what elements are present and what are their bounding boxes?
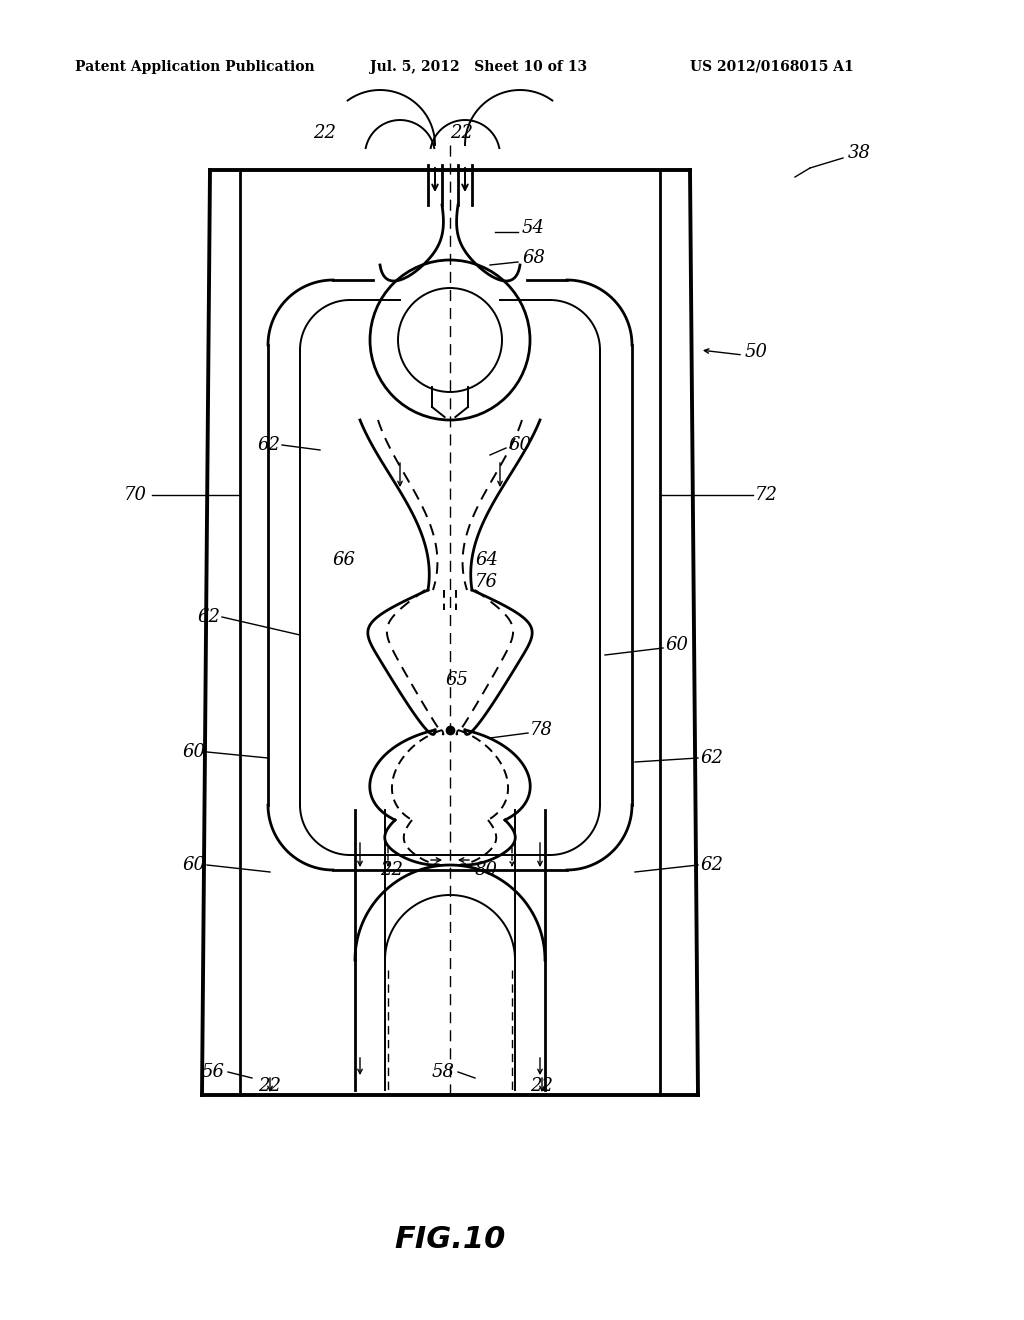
Text: 62: 62	[197, 609, 220, 626]
Text: Jul. 5, 2012   Sheet 10 of 13: Jul. 5, 2012 Sheet 10 of 13	[370, 59, 587, 74]
Text: 62: 62	[700, 855, 723, 874]
Text: 58: 58	[432, 1063, 455, 1081]
Text: 62: 62	[700, 748, 723, 767]
Text: Patent Application Publication: Patent Application Publication	[75, 59, 314, 74]
Text: 65: 65	[445, 671, 468, 689]
Text: 22: 22	[451, 124, 473, 143]
Text: 38: 38	[848, 144, 871, 162]
Text: FIG.10: FIG.10	[394, 1225, 506, 1254]
Text: 22: 22	[530, 1077, 554, 1096]
Text: 22: 22	[258, 1077, 282, 1096]
Text: 22: 22	[381, 861, 403, 879]
Text: 60: 60	[508, 436, 531, 454]
Text: 54: 54	[522, 219, 545, 238]
Text: 72: 72	[755, 486, 778, 504]
Text: 22: 22	[313, 124, 337, 143]
Text: 68: 68	[522, 249, 545, 267]
Text: 60: 60	[182, 855, 205, 874]
Text: 70: 70	[124, 486, 147, 504]
Text: 62: 62	[257, 436, 280, 454]
Text: 56: 56	[202, 1063, 225, 1081]
Text: 76: 76	[475, 573, 498, 591]
Text: 78: 78	[530, 721, 553, 739]
Text: 64: 64	[475, 550, 498, 569]
Text: US 2012/0168015 A1: US 2012/0168015 A1	[690, 59, 854, 74]
Text: 60: 60	[665, 636, 688, 653]
Text: 50: 50	[745, 343, 768, 360]
Text: 80: 80	[475, 861, 498, 879]
Text: 66: 66	[332, 550, 355, 569]
Text: 60: 60	[182, 743, 205, 762]
